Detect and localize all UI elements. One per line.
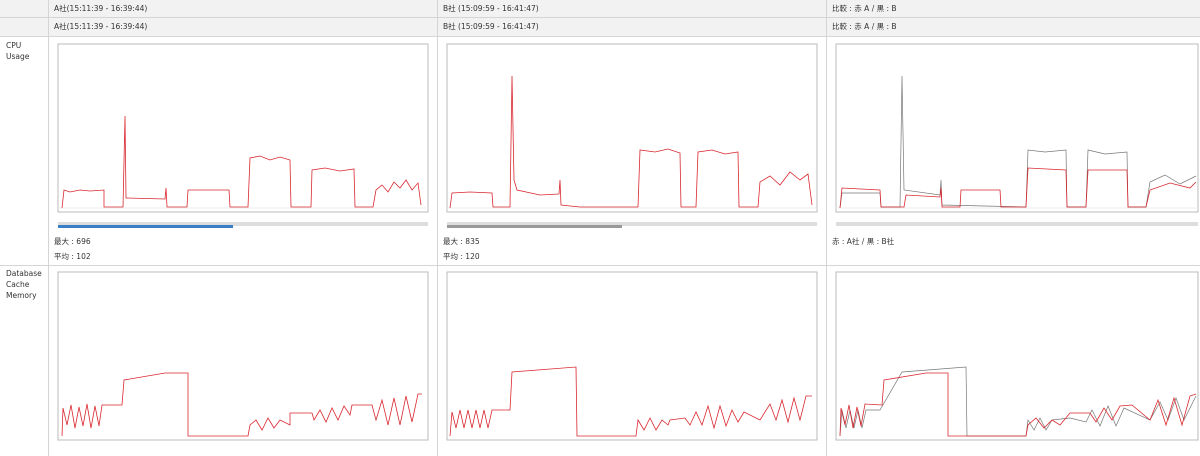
- stat: 平均 : 120: [443, 252, 480, 261]
- cpu-chart-a: [57, 43, 429, 228]
- row-label: Database Cache Memory: [6, 269, 42, 300]
- row-label: CPU Usage: [6, 41, 30, 61]
- stat: 最大 : 835: [443, 237, 480, 246]
- db-chart-b: [446, 271, 818, 441]
- db-chart-compare: [835, 271, 1199, 441]
- stat: 平均 : 102: [54, 252, 91, 261]
- header-cell: A社(15:11:39 - 16:39:44): [54, 4, 148, 13]
- stat: 赤 : A社 / 黒 : B社: [832, 237, 895, 246]
- header-cell: B社 (15:09:59 - 16:41:47): [443, 4, 539, 13]
- db-chart-a: [57, 271, 429, 441]
- header-cell: 比較 : 赤 A / 黒 : B: [832, 4, 897, 13]
- subheader-cell: 比較 : 赤 A / 黒 : B: [832, 22, 897, 31]
- cpu-chart-compare: [835, 43, 1199, 226]
- subheader-cell: A社(15:11:39 - 16:39:44): [54, 22, 148, 31]
- stat: 最大 : 696: [54, 237, 91, 246]
- subheader-cell: B社 (15:09:59 - 16:41:47): [443, 22, 539, 31]
- cpu-chart-b: [446, 43, 818, 228]
